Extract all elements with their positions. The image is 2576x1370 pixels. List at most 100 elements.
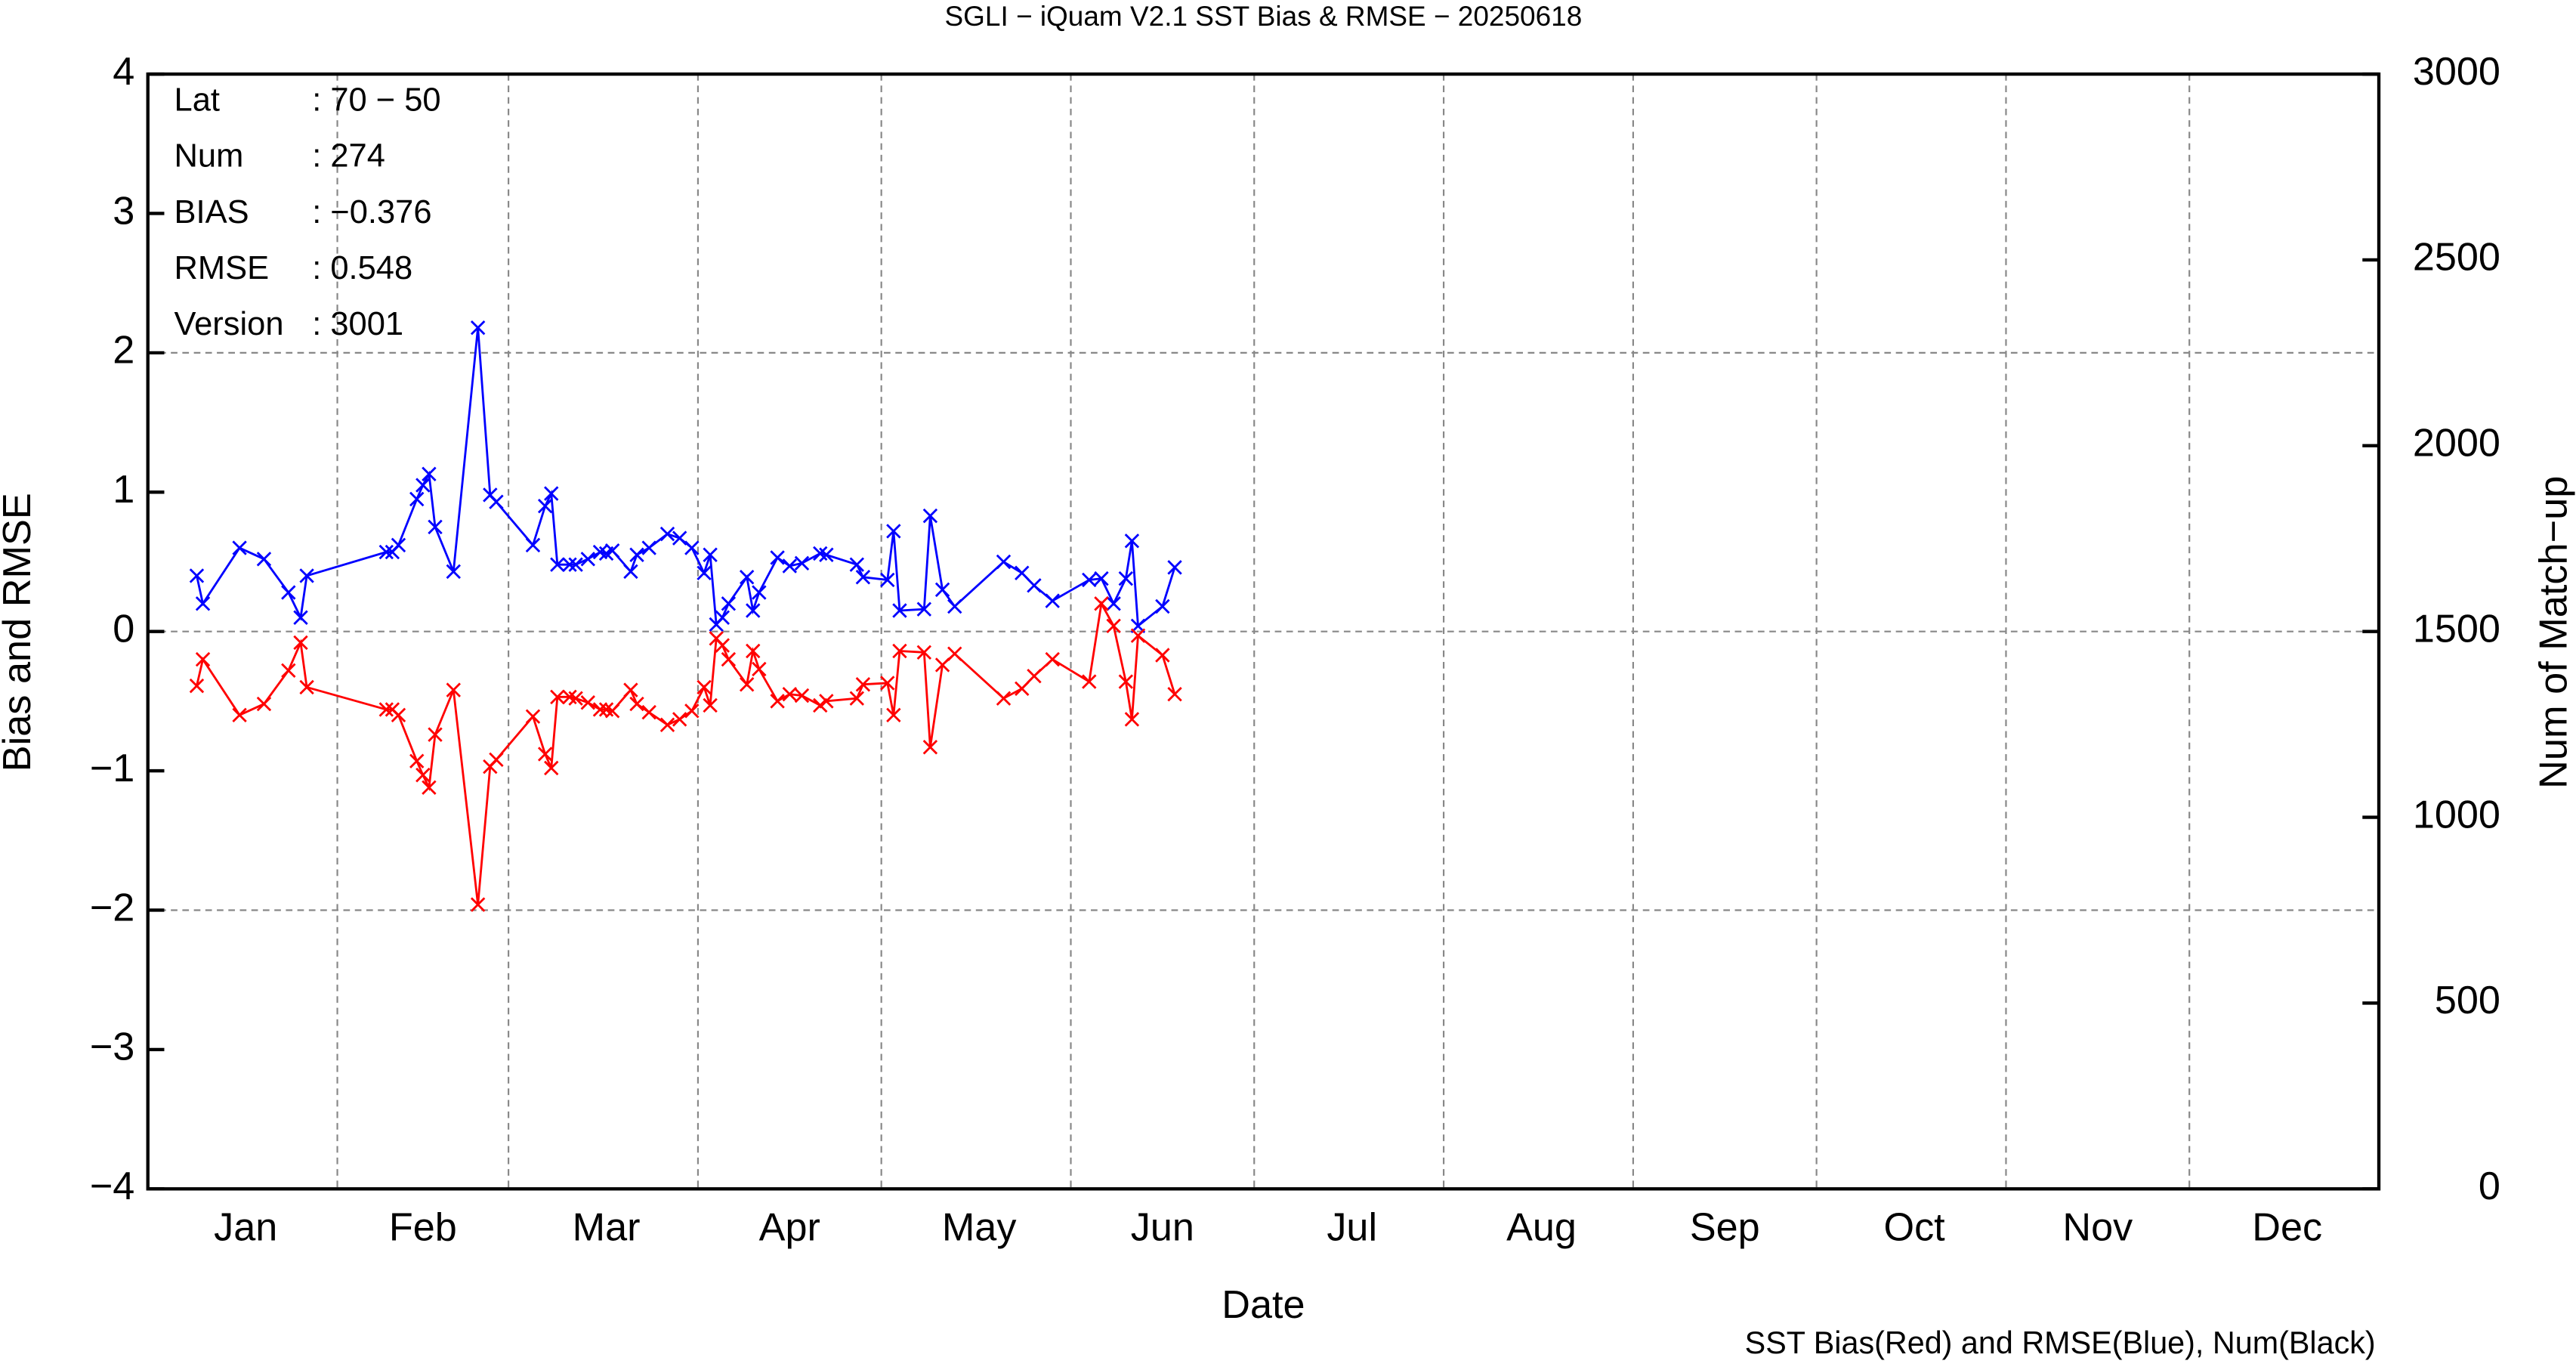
data-point xyxy=(568,691,583,706)
y-tick-label: 0 xyxy=(113,607,134,651)
data-point xyxy=(1015,681,1030,697)
data-point xyxy=(1045,651,1060,667)
annotation-label: Num xyxy=(175,138,244,175)
data-point xyxy=(641,540,656,555)
data-point xyxy=(641,704,656,720)
data-point xyxy=(544,760,559,776)
data-point xyxy=(1106,618,1121,634)
data-point xyxy=(299,568,314,583)
footer-note: SST Bias(Red) and RMSE(Blue), Num(Black) xyxy=(1745,1325,2376,1360)
data-point xyxy=(391,537,406,553)
x-tick-label: Nov xyxy=(2062,1206,2133,1250)
y-tick-label: 1 xyxy=(113,468,134,512)
data-point xyxy=(629,547,644,562)
data-point xyxy=(189,568,205,583)
data-point xyxy=(1167,560,1182,575)
data-point xyxy=(409,491,425,507)
data-point xyxy=(1118,571,1134,586)
data-point xyxy=(1094,571,1109,586)
data-point xyxy=(580,695,595,710)
x-tick-label: Oct xyxy=(1884,1206,1946,1250)
annotation-value: : 0.548 xyxy=(312,250,412,286)
data-point xyxy=(1082,674,1097,689)
x-tick-label: Feb xyxy=(389,1206,457,1250)
data-point xyxy=(525,537,541,553)
data-point xyxy=(819,694,834,709)
data-point xyxy=(880,676,895,691)
y-tick-label: −3 xyxy=(90,1025,135,1069)
data-point xyxy=(996,691,1012,706)
chart-title: SGLI − iQuam V2.1 SST Bias & RMSE − 2025… xyxy=(944,1,1582,32)
data-point xyxy=(195,651,211,667)
data-point xyxy=(1118,674,1134,689)
data-point xyxy=(739,570,755,585)
data-point xyxy=(568,557,583,572)
data-point xyxy=(489,752,504,768)
data-point xyxy=(299,679,314,695)
data-point xyxy=(996,554,1012,570)
data-point xyxy=(684,540,700,555)
y2-tick-label: 3000 xyxy=(2413,50,2500,94)
y2-tick-label: 0 xyxy=(2479,1164,2500,1208)
data-point xyxy=(409,753,425,768)
y2-tick-label: 1000 xyxy=(2413,793,2500,837)
x-tick-label: Apr xyxy=(759,1206,820,1250)
data-point xyxy=(537,498,553,514)
y-tick-label: 4 xyxy=(113,50,134,94)
data-point xyxy=(1130,628,1146,643)
data-point xyxy=(892,603,907,618)
annotation-value: : 70 − 50 xyxy=(312,82,440,119)
data-point xyxy=(855,570,871,585)
x-tick-label: Jul xyxy=(1327,1206,1377,1250)
data-point xyxy=(819,547,834,562)
data-point xyxy=(849,557,865,572)
data-point xyxy=(378,544,394,560)
data-point xyxy=(232,540,247,555)
data-point xyxy=(672,712,687,727)
data-point xyxy=(544,486,559,501)
data-point xyxy=(293,635,308,651)
annotation-value: : −0.376 xyxy=(312,194,431,230)
data-point xyxy=(934,582,950,598)
data-point xyxy=(1155,648,1170,663)
data-point xyxy=(1015,565,1030,580)
data-point xyxy=(770,694,785,709)
y-axis-label: Bias and RMSE xyxy=(0,493,39,772)
data-point xyxy=(746,603,761,618)
data-point xyxy=(770,550,785,565)
data-point xyxy=(256,696,272,712)
data-point xyxy=(1106,596,1121,611)
data-point xyxy=(813,697,828,713)
y-tick-label: −1 xyxy=(90,747,135,790)
data-point xyxy=(684,704,700,719)
data-point xyxy=(1124,533,1140,549)
data-point xyxy=(550,689,565,705)
data-point xyxy=(470,320,486,336)
x-tick-label: May xyxy=(942,1206,1017,1250)
data-point xyxy=(855,677,871,692)
x-tick-label: Dec xyxy=(2252,1206,2322,1250)
data-point xyxy=(562,557,577,572)
annotation-label: Version xyxy=(175,306,284,342)
data-point xyxy=(947,598,962,614)
data-point xyxy=(489,494,504,509)
data-point xyxy=(659,717,675,732)
data-point xyxy=(752,585,767,600)
data-point xyxy=(849,691,865,706)
data-point xyxy=(281,663,296,679)
data-point xyxy=(916,645,932,660)
data-point xyxy=(428,519,443,535)
data-point xyxy=(947,646,962,661)
annotation-label: RMSE xyxy=(175,250,270,286)
data-point xyxy=(415,478,431,493)
data-point xyxy=(629,696,644,712)
data-point xyxy=(880,572,895,588)
annotation-label: Lat xyxy=(175,82,220,119)
y-tick-label: −4 xyxy=(90,1164,135,1208)
data-point xyxy=(378,702,394,717)
data-point xyxy=(415,767,431,783)
data-point xyxy=(703,547,718,562)
annotation-label: BIAS xyxy=(175,194,249,230)
y2-tick-label: 2500 xyxy=(2413,236,2500,280)
data-point xyxy=(659,526,675,542)
